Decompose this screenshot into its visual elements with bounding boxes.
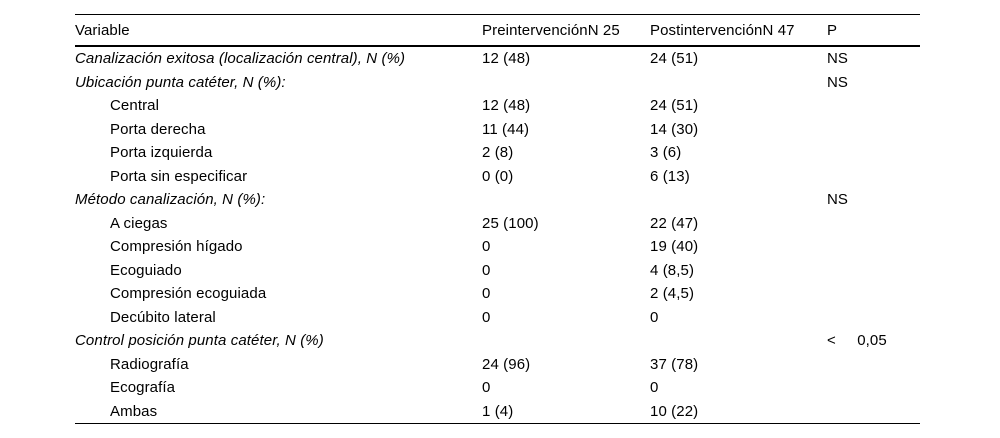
p-value-cell: NS bbox=[827, 191, 849, 209]
col-header-variable: Variable bbox=[75, 14, 482, 47]
outcomes-table: Variable PreintervenciónN 25 Postinterve… bbox=[75, 14, 920, 424]
p-value-cell bbox=[827, 306, 920, 330]
table-row: Ubicación punta catéter, N (%): NS bbox=[75, 71, 920, 95]
post-value-cell bbox=[650, 71, 827, 95]
pre-value-cell: 25 (100) bbox=[482, 214, 539, 232]
row-label-cell: Control posición punta catéter, N (%) bbox=[75, 332, 324, 350]
pre-value-cell: 11 (44) bbox=[482, 120, 530, 138]
post-value-cell: 37 (78) bbox=[650, 355, 699, 373]
table-row: Radiografía 24 (96) 37 (78) bbox=[75, 353, 920, 377]
pre-value-cell: 0 bbox=[482, 261, 491, 279]
p-value-cell bbox=[827, 94, 920, 118]
pre-value-cell: 0 bbox=[482, 285, 491, 303]
row-label-cell: A ciegas bbox=[110, 214, 168, 232]
table-row: A ciegas 25 (100) 22 (47) bbox=[75, 212, 920, 236]
post-value-cell: 14 (30) bbox=[650, 120, 699, 138]
p-value-cell bbox=[827, 376, 920, 400]
pre-value-cell: 12 (48) bbox=[482, 50, 531, 68]
p-value-cell bbox=[827, 259, 920, 283]
table-body: Canalización exitosa (localización centr… bbox=[75, 46, 920, 424]
table-row: Control posición punta catéter, N (%) < … bbox=[75, 329, 920, 353]
table-row: Central 12 (48) 24 (51) bbox=[75, 94, 920, 118]
post-value-cell: 0 bbox=[650, 308, 659, 326]
pre-value-cell: 0 bbox=[482, 308, 491, 326]
table-row: Decúbito lateral 0 0 bbox=[75, 306, 920, 330]
row-label-cell: Radiografía bbox=[110, 355, 189, 373]
row-label-cell: Compresión ecoguiada bbox=[110, 285, 267, 303]
post-value-cell: 3 (6) bbox=[650, 144, 682, 162]
table-row: Ecografía 0 0 bbox=[75, 376, 920, 400]
post-value-cell: 24 (51) bbox=[650, 50, 699, 68]
table-row: Ecoguiado 0 4 (8,5) bbox=[75, 259, 920, 283]
pre-value-cell: 2 (8) bbox=[482, 144, 514, 162]
p-value-cell bbox=[827, 212, 920, 236]
col-header-postintervention: PostintervenciónN 47 bbox=[650, 14, 827, 47]
table-row: Canalización exitosa (localización centr… bbox=[75, 46, 920, 71]
pre-value-cell: 1 (4) bbox=[482, 402, 514, 420]
pre-value-cell: 0 (0) bbox=[482, 167, 514, 185]
post-value-cell: 4 (8,5) bbox=[650, 261, 695, 279]
row-label-cell: Porta izquierda bbox=[110, 144, 213, 162]
col-header-p: P bbox=[827, 14, 920, 47]
row-label-cell: Porta derecha bbox=[110, 120, 206, 138]
p-value-cell bbox=[827, 282, 920, 306]
p-value-cell bbox=[827, 118, 920, 142]
post-value-cell: 6 (13) bbox=[650, 167, 690, 185]
p-value-cell bbox=[827, 353, 920, 377]
post-value-cell: 19 (40) bbox=[650, 238, 699, 256]
table-row: Porta derecha 11 (44) 14 (30) bbox=[75, 118, 920, 142]
pre-value-cell: 24 (96) bbox=[482, 355, 531, 373]
pre-value-cell bbox=[482, 188, 650, 212]
table-row: Compresión ecoguiada 0 2 (4,5) bbox=[75, 282, 920, 306]
row-label-cell: Decúbito lateral bbox=[110, 308, 216, 326]
p-value-cell: NS bbox=[827, 50, 849, 68]
post-value-cell: 2 (4,5) bbox=[650, 285, 695, 303]
row-label-cell: Ecoguiado bbox=[110, 261, 182, 279]
post-value-cell: 0 bbox=[650, 379, 659, 397]
p-value-cell: < 0,05 bbox=[827, 332, 887, 350]
post-value-cell: 24 (51) bbox=[650, 97, 699, 115]
post-value-cell bbox=[650, 188, 827, 212]
table-row: Porta izquierda 2 (8) 3 (6) bbox=[75, 141, 920, 165]
table-row: Porta sin especificar 0 (0) 6 (13) bbox=[75, 165, 920, 189]
row-label-cell: Ambas bbox=[110, 402, 158, 420]
row-label-cell: Porta sin especificar bbox=[110, 167, 248, 185]
p-value-cell bbox=[827, 141, 920, 165]
table-header: Variable PreintervenciónN 25 Postinterve… bbox=[75, 14, 920, 47]
header-row: Variable PreintervenciónN 25 Postinterve… bbox=[75, 14, 920, 47]
pre-value-cell: 12 (48) bbox=[482, 97, 531, 115]
pre-value-cell: 0 bbox=[482, 379, 491, 397]
p-value-cell: NS bbox=[827, 73, 849, 91]
row-label-cell: Ecografía bbox=[110, 379, 176, 397]
row-label-cell: Ubicación punta catéter, N (%): bbox=[75, 73, 286, 91]
row-label-cell: Método canalización, N (%): bbox=[75, 191, 266, 209]
col-header-preintervention: PreintervenciónN 25 bbox=[482, 14, 650, 47]
pre-value-cell bbox=[482, 71, 650, 95]
table-row: Método canalización, N (%): NS bbox=[75, 188, 920, 212]
row-label-cell: Compresión hígado bbox=[110, 238, 243, 256]
p-value-cell bbox=[827, 235, 920, 259]
pre-value-cell: 0 bbox=[482, 238, 491, 256]
row-label-cell: Canalización exitosa (localización centr… bbox=[75, 50, 406, 68]
table-row: Ambas 1 (4) 10 (22) bbox=[75, 400, 920, 424]
post-value-cell: 22 (47) bbox=[650, 214, 699, 232]
p-value-cell bbox=[827, 400, 920, 424]
post-value-cell bbox=[650, 329, 827, 353]
p-value-cell bbox=[827, 165, 920, 189]
post-value-cell: 10 (22) bbox=[650, 402, 699, 420]
pre-value-cell bbox=[482, 329, 650, 353]
table-row: Compresión hígado 0 19 (40) bbox=[75, 235, 920, 259]
row-label-cell: Central bbox=[110, 97, 160, 115]
